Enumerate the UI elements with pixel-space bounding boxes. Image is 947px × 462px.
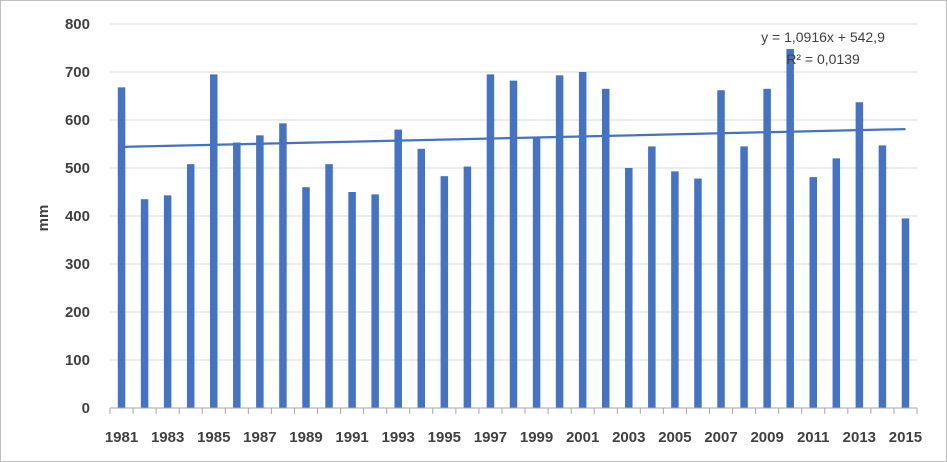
bar-2005 xyxy=(671,171,679,408)
bar-2012 xyxy=(832,158,841,408)
bar-1987 xyxy=(256,135,264,409)
bar-2011 xyxy=(809,177,817,408)
x-tick-label: 1997 xyxy=(474,429,507,446)
bar-series xyxy=(117,48,910,409)
y-tick-label: 0 xyxy=(82,400,90,417)
bar-2013 xyxy=(855,102,864,409)
bar-2008 xyxy=(740,146,748,408)
bar-1993 xyxy=(394,129,402,408)
bar-1989 xyxy=(302,187,310,408)
trendline-r-squared: R² = 0,0139 xyxy=(786,51,860,67)
bar-1995 xyxy=(440,176,449,408)
y-tick-label: 800 xyxy=(65,16,90,33)
y-tick-label: 200 xyxy=(65,304,90,321)
x-tick-label: 2011 xyxy=(797,429,830,446)
bar-1999 xyxy=(532,137,541,408)
bar-1994 xyxy=(417,148,426,409)
trendline-equation: y = 1,0916x + 542,9 xyxy=(761,29,885,45)
bar-2015 xyxy=(901,218,910,408)
x-tick-label: 1995 xyxy=(428,429,461,446)
y-tick-label: 600 xyxy=(65,112,90,129)
bar-1991 xyxy=(348,192,356,408)
bar-1984 xyxy=(186,164,195,408)
bar-2003 xyxy=(625,168,633,408)
x-tick-label: 2001 xyxy=(566,429,599,446)
y-tick-label: 700 xyxy=(65,64,90,81)
bar-2001 xyxy=(578,72,587,408)
bar-2002 xyxy=(601,88,610,409)
y-tick-label: 100 xyxy=(65,352,90,369)
x-tick-label: 1993 xyxy=(382,429,415,446)
trendline xyxy=(121,127,906,149)
x-tick-label: 2009 xyxy=(750,429,783,446)
bar-1985 xyxy=(210,74,218,409)
y-tick-label: 400 xyxy=(65,208,90,225)
bar-1982 xyxy=(140,199,149,408)
axes xyxy=(109,407,918,414)
x-tick-label: 1987 xyxy=(243,429,276,446)
bar-1997 xyxy=(486,74,495,409)
bar-1996 xyxy=(463,166,472,408)
bar-2004 xyxy=(648,146,656,408)
x-tick-label: 1989 xyxy=(289,429,322,446)
bar-1992 xyxy=(371,194,379,408)
bar-1998 xyxy=(509,80,518,408)
y-tick-label: 300 xyxy=(65,256,90,273)
bar-2010 xyxy=(786,48,794,409)
bar-1981 xyxy=(117,87,126,409)
x-tick-label: 2015 xyxy=(889,429,922,446)
bar-2009 xyxy=(763,88,771,409)
bar-1988 xyxy=(279,123,287,409)
x-tick-label: 1999 xyxy=(520,429,553,446)
bar-2007 xyxy=(717,90,725,409)
x-tick-label: 1983 xyxy=(151,429,184,446)
x-tick-label: 2003 xyxy=(612,429,645,446)
bar-1983 xyxy=(163,195,172,408)
x-tick-label: 2007 xyxy=(704,429,737,446)
bar-1990 xyxy=(325,164,333,408)
bar-1986 xyxy=(233,142,241,408)
y-tick-label: 500 xyxy=(65,160,90,177)
x-tick-label: 1981 xyxy=(105,429,138,446)
x-tick-label: 1985 xyxy=(197,429,230,446)
bar-2006 xyxy=(694,178,702,408)
y-axis-tick-labels: 0 100 200 300 400 500 600 700 800 xyxy=(65,16,90,417)
bar-2000 xyxy=(555,75,564,409)
x-axis-tick-labels: 1981 1983 1985 1987 1989 1991 1993 1995 1997 1999… xyxy=(105,429,922,446)
x-tick-label: 2013 xyxy=(843,429,876,446)
bar-2014 xyxy=(878,145,887,408)
x-tick-label: 1991 xyxy=(335,429,368,446)
y-axis-label: mm xyxy=(35,205,52,232)
x-tick-label: 2005 xyxy=(658,429,691,446)
